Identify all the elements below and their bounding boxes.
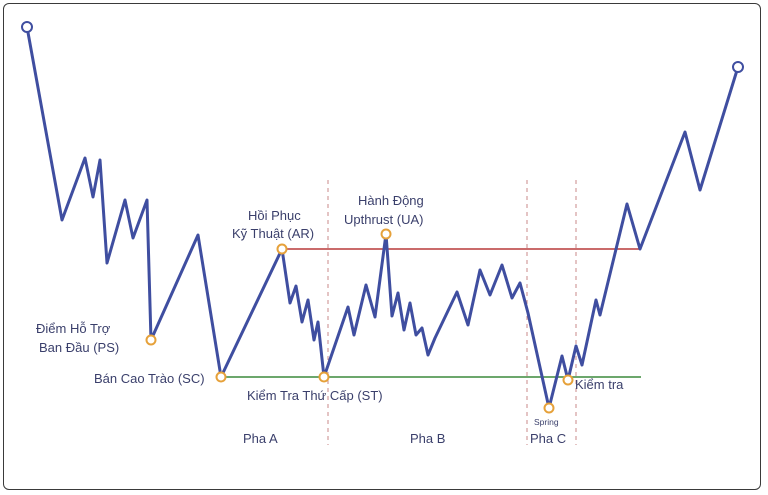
phase-b-label: Pha B	[410, 431, 445, 446]
ps-label-line2: Ban Đầu (PS)	[39, 340, 119, 355]
sc-marker	[215, 371, 227, 383]
sc-label: Bán Cao Trào (SC)	[94, 371, 205, 386]
test-label: Kiểm tra	[575, 377, 624, 392]
ar-marker	[276, 243, 288, 255]
ua-label-line2: Upthrust (UA)	[344, 212, 423, 227]
start-marker	[21, 21, 33, 33]
st-marker	[318, 371, 330, 383]
spring-label: Spring	[534, 417, 559, 427]
phase-a-label: Pha A	[243, 431, 278, 446]
ua-marker	[380, 228, 392, 240]
phase-c-label: Pha C	[530, 431, 566, 446]
price-path	[25, 25, 740, 410]
ps-label-line1: Điểm Hỗ Trợ	[36, 321, 111, 336]
ar-label-line1: Hồi Phục	[248, 208, 301, 223]
test-marker	[562, 374, 574, 386]
diagram-frame	[3, 3, 761, 490]
ar-label-line2: Kỹ Thuật (AR)	[232, 226, 314, 241]
ua-label-line1: Hành Động	[358, 193, 424, 208]
spring-marker	[543, 402, 555, 414]
ps-marker	[145, 334, 157, 346]
st-label: Kiểm Tra Thứ Cấp (ST)	[247, 388, 383, 403]
end-marker	[732, 61, 744, 73]
